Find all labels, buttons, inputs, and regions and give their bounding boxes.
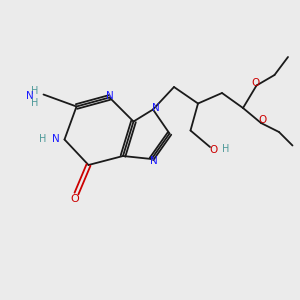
Text: N: N (150, 156, 158, 167)
Text: N: N (52, 134, 60, 145)
Text: H: H (32, 86, 39, 96)
Text: N: N (26, 91, 34, 101)
Text: H: H (39, 134, 46, 145)
Text: H: H (222, 144, 229, 154)
Text: O: O (209, 145, 218, 155)
Text: N: N (152, 103, 159, 113)
Text: O: O (251, 78, 259, 88)
Text: N: N (106, 91, 113, 101)
Text: O: O (258, 115, 267, 125)
Text: H: H (32, 98, 39, 108)
Text: O: O (70, 194, 80, 204)
